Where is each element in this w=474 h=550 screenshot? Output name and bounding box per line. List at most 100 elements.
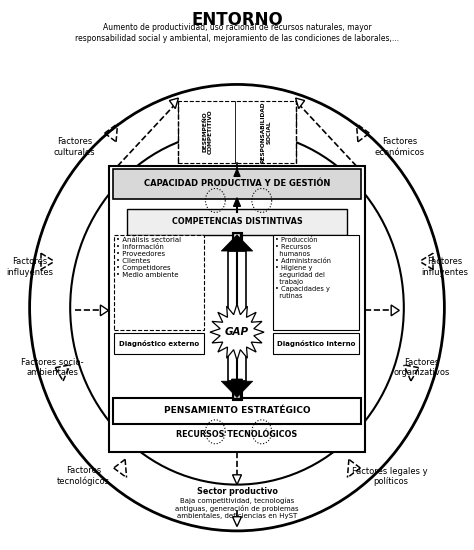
Point <box>72 307 78 314</box>
Point <box>115 120 120 127</box>
Line: 2 pts: 2 pts <box>411 368 419 381</box>
Point <box>354 120 359 127</box>
Text: Factores socio-
ambientales: Factores socio- ambientales <box>21 358 83 377</box>
Point <box>234 234 240 241</box>
Line: 2 pts: 2 pts <box>347 468 360 477</box>
Text: Factores
influyentes: Factores influyentes <box>421 257 468 277</box>
Point <box>357 465 363 471</box>
Point <box>293 97 299 104</box>
Point <box>38 266 44 273</box>
Point <box>113 139 119 145</box>
Point <box>355 139 361 145</box>
FancyBboxPatch shape <box>114 333 204 355</box>
Point <box>175 160 181 167</box>
Point <box>52 258 57 265</box>
Point <box>234 195 240 202</box>
Point <box>346 456 352 463</box>
Line: 2 pts: 2 pts <box>105 133 116 142</box>
Line: 2 pts: 2 pts <box>419 261 433 270</box>
FancyBboxPatch shape <box>273 235 359 330</box>
Text: Factores
organizativos: Factores organizativos <box>393 358 450 377</box>
FancyBboxPatch shape <box>113 398 361 424</box>
FancyBboxPatch shape <box>114 235 204 330</box>
Point <box>38 266 44 273</box>
Text: Factores
culturales: Factores culturales <box>54 138 96 157</box>
Text: RECURSOS TECNOLÓGICOS: RECURSOS TECNOLÓGICOS <box>176 430 298 439</box>
Line: 2 pts: 2 pts <box>55 368 63 381</box>
Point <box>234 166 240 172</box>
Point <box>67 361 73 368</box>
Text: GAP: GAP <box>225 327 249 337</box>
Polygon shape <box>233 517 241 526</box>
Line: 2 pts: 2 pts <box>296 101 356 166</box>
Point <box>60 378 66 384</box>
Point <box>416 365 421 371</box>
Point <box>122 456 128 463</box>
Point <box>102 130 108 136</box>
Point <box>115 163 120 169</box>
Point <box>366 130 372 136</box>
Point <box>234 234 240 241</box>
Polygon shape <box>210 304 264 360</box>
Polygon shape <box>100 305 109 316</box>
Line: 2 pts: 2 pts <box>404 365 411 381</box>
Point <box>408 378 414 384</box>
Point <box>115 120 120 127</box>
Point <box>401 361 407 368</box>
Text: Factores
influyentes: Factores influyentes <box>6 257 53 277</box>
Point <box>293 97 299 104</box>
Point <box>122 456 128 463</box>
Point <box>345 474 350 481</box>
Text: PENSAMIENTO ESTRATÉGICO: PENSAMIENTO ESTRATÉGICO <box>164 406 310 415</box>
Text: • Análisis sectorial
• Información
• Proveedores
• Clientes
• Competidores
• Med: • Análisis sectorial • Información • Pro… <box>116 238 181 278</box>
Point <box>430 250 436 256</box>
Line: 2 pts: 2 pts <box>41 261 55 270</box>
Point <box>234 392 240 398</box>
Polygon shape <box>233 197 241 206</box>
Point <box>102 130 108 136</box>
Text: Factores legales y
políticos: Factores legales y políticos <box>353 467 428 486</box>
Point <box>124 474 129 481</box>
Point <box>293 160 299 167</box>
Line: 2 pts: 2 pts <box>116 124 118 142</box>
Text: Baja competitividad, tecnologías
antiguas, generación de problemas
ambientales, : Baja competitividad, tecnologías antigua… <box>175 497 299 519</box>
Line: 2 pts: 2 pts <box>358 133 369 142</box>
Line: 2 pts: 2 pts <box>114 468 127 477</box>
Polygon shape <box>221 381 253 398</box>
Point <box>417 258 422 265</box>
FancyBboxPatch shape <box>113 169 361 199</box>
FancyBboxPatch shape <box>178 101 296 163</box>
Point <box>354 120 359 127</box>
Point <box>430 266 436 273</box>
Line: 2 pts: 2 pts <box>118 101 178 166</box>
Polygon shape <box>221 235 253 251</box>
Text: COMPETENCIAS DISTINTIVAS: COMPETENCIAS DISTINTIVAS <box>172 217 302 226</box>
Polygon shape <box>391 305 399 316</box>
Point <box>366 130 372 136</box>
Point <box>234 209 240 216</box>
Line: 2 pts: 2 pts <box>419 253 433 261</box>
Line: 2 pts: 2 pts <box>105 124 118 133</box>
Text: Diagnóstico externo: Diagnóstico externo <box>119 340 199 347</box>
Point <box>60 378 66 384</box>
Line: 2 pts: 2 pts <box>41 253 55 261</box>
Point <box>38 250 44 256</box>
Text: RESPONSABILIDAD
SOCIAL: RESPONSABILIDAD SOCIAL <box>261 101 272 163</box>
Text: ENTORNO: ENTORNO <box>191 11 283 29</box>
Line: 2 pts: 2 pts <box>347 459 349 477</box>
Line: 2 pts: 2 pts <box>63 365 70 381</box>
Point <box>354 163 359 169</box>
Text: Diagnóstico interno: Diagnóstico interno <box>277 340 355 347</box>
Point <box>363 307 368 314</box>
Polygon shape <box>169 98 178 108</box>
FancyBboxPatch shape <box>127 208 347 235</box>
Point <box>234 160 240 167</box>
Line: 2 pts: 2 pts <box>404 365 419 368</box>
FancyBboxPatch shape <box>273 333 359 355</box>
Point <box>106 307 111 314</box>
Polygon shape <box>233 475 241 485</box>
Point <box>401 361 407 368</box>
Point <box>234 449 240 455</box>
FancyBboxPatch shape <box>109 166 365 452</box>
Polygon shape <box>296 98 305 108</box>
